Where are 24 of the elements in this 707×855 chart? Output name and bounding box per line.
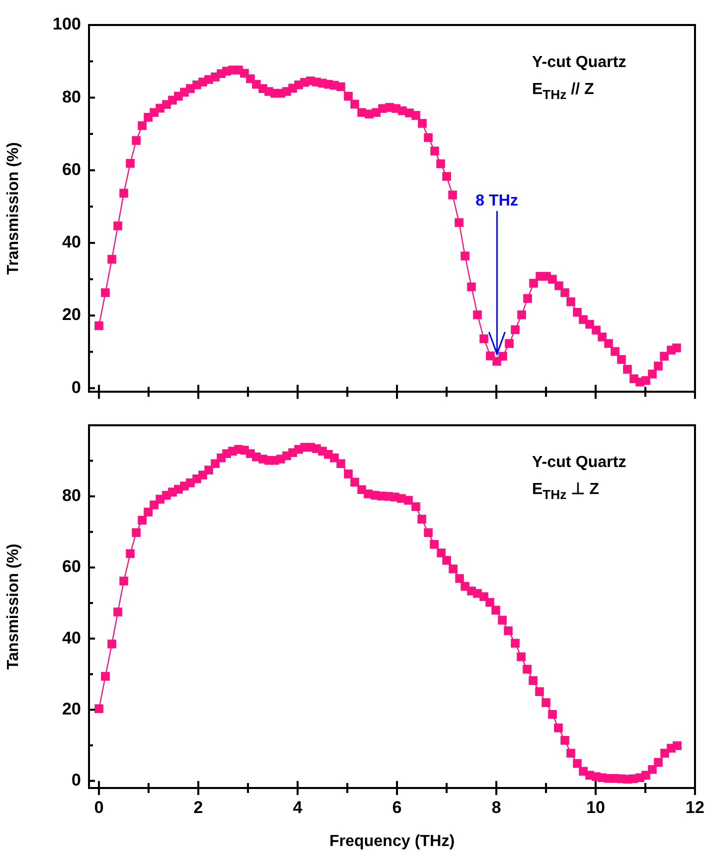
annotation: Y-cut Quartz [532, 54, 626, 71]
y-axis-title: Transmission (%) [5, 142, 22, 275]
x-tick-label: 2 [194, 798, 204, 817]
y-tick-label: 60 [62, 160, 81, 179]
y-tick-label: 60 [62, 557, 81, 576]
x-tick-label: 6 [392, 798, 402, 817]
y-tick-label: 20 [62, 699, 81, 718]
y-tick-label: 40 [62, 628, 81, 648]
y-axis-title: Tansmission (%) [5, 544, 22, 670]
x-tick-label: 12 [686, 798, 704, 817]
x-tick-label: 4 [292, 798, 303, 817]
annotation: 8 THz [475, 192, 518, 210]
y-tick-label: 80 [62, 87, 81, 106]
x-tick-label: 8 [492, 798, 502, 817]
x-tick-label: 0 [94, 798, 104, 817]
y-tick-label: 100 [52, 14, 81, 34]
y-tick-label: 20 [62, 305, 81, 324]
x-axis-title: Frequency (THz) [329, 832, 455, 850]
y-tick-label: 0 [72, 378, 81, 397]
x-tick-label: 10 [586, 798, 606, 817]
annotation: Y-cut Quartz [532, 454, 626, 472]
y-tick-label: 40 [62, 232, 81, 252]
y-tick-label: 0 [72, 770, 81, 790]
y-tick-label: 80 [62, 486, 81, 506]
